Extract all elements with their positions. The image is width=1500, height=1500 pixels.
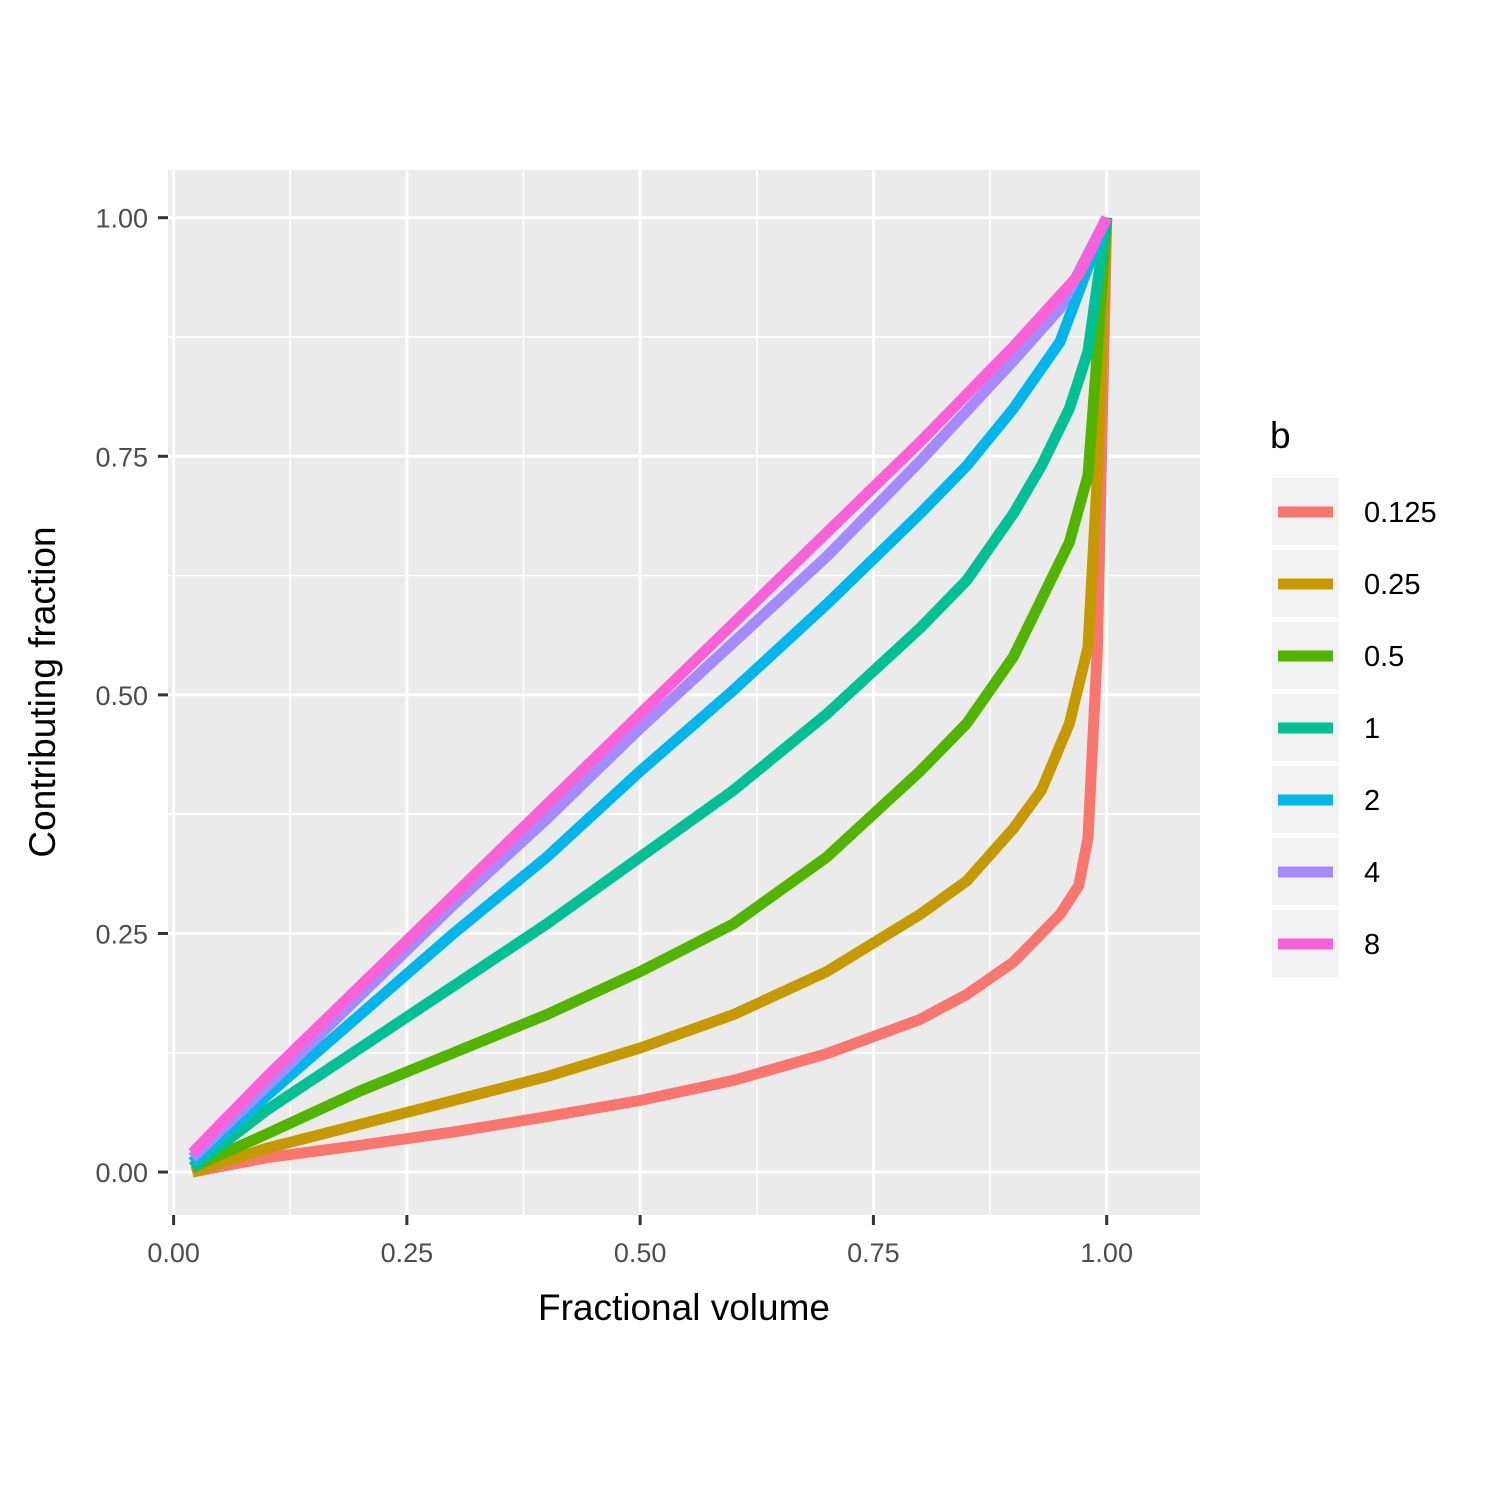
x-axis-title: Fractional volume [538,1287,830,1328]
series-line-8 [188,215,1112,1157]
y-tick-label: 0.50 [95,681,148,711]
x-axis: 0.00 0.25 0.50 0.75 1.00 [147,1215,1133,1268]
legend-label-0.125: 0.125 [1364,497,1437,529]
x-tick-label: 0.00 [147,1238,200,1268]
series-line-0.25 [190,217,1113,1178]
series-layer [188,215,1113,1178]
legend-label-0.25: 0.25 [1364,569,1420,601]
x-tick-label: 0.75 [847,1238,900,1268]
series-line-0.5 [190,217,1113,1173]
legend-label-4: 4 [1364,857,1380,889]
y-tick-label: 1.00 [95,204,148,234]
grid-minor [168,170,1200,1215]
x-tick-label: 0.50 [614,1238,667,1268]
legend-label-0.5: 0.5 [1364,641,1404,673]
y-axis: 0.00 0.25 0.50 0.75 1.00 [95,204,168,1188]
series-line-0.125 [191,217,1113,1178]
x-tick-label: 1.00 [1080,1238,1133,1268]
series-line-1 [188,216,1113,1172]
legend-label-1: 1 [1364,713,1380,745]
legend-items: 0.125 0.25 0.5 1 2 4 8 [1272,478,1437,977]
series-line-4 [188,215,1112,1162]
series-line-2 [188,215,1112,1167]
legend-label-8: 8 [1364,929,1380,961]
grid-major [168,170,1200,1215]
legend-title: b [1270,415,1291,456]
y-tick-label: 0.25 [95,919,148,949]
x-tick-label: 0.25 [381,1238,434,1268]
legend-label-2: 2 [1364,785,1380,817]
y-axis-title: Contributing fraction [22,526,63,857]
y-tick-label: 0.75 [95,442,148,472]
y-tick-label: 0.00 [95,1158,148,1188]
legend: b 0.125 0.25 0.5 1 2 4 8 [1270,415,1437,977]
